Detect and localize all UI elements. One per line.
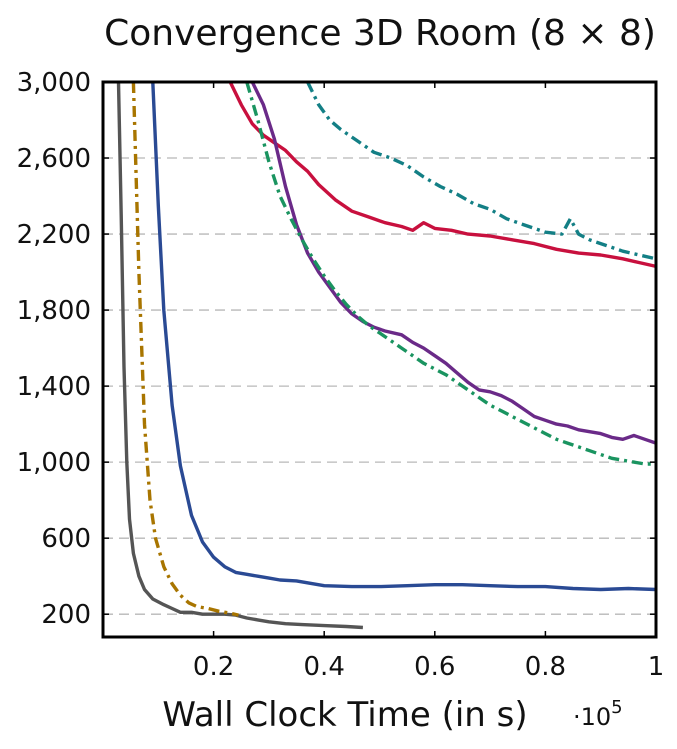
series-line-3 [151, 81, 657, 592]
y-axis: 200 600 1,000 1,400 1,800 2,200 2,600 3,000 [17, 68, 656, 630]
series-line-2 [131, 81, 239, 617]
series-line-6 [245, 81, 656, 466]
x-tick-label: 0.6 [414, 652, 455, 682]
x-axis: 0.2 0.4 0.6 0.8 1 [193, 82, 664, 682]
series-line-7 [306, 81, 657, 261]
x-tick-label: 1 [648, 652, 665, 682]
y-tick-label: 1,800 [17, 296, 91, 326]
y-tick-label: 1,400 [17, 372, 91, 402]
y-tick-label: 3,000 [17, 68, 91, 98]
y-tick-label: 1,000 [17, 448, 91, 478]
series-line-4 [228, 81, 657, 269]
y-tick-label: 2,600 [17, 144, 91, 174]
y-tick-label: 2,200 [17, 220, 91, 250]
plot-frame [101, 80, 658, 639]
x-axis-label: Wall Clock Time (in s) [162, 695, 527, 735]
series-line-5 [250, 81, 657, 445]
grid [103, 157, 656, 615]
x-tick-label: 0.8 [525, 652, 566, 682]
x-axis-scale-base: ·10 [573, 703, 611, 731]
x-tick-label: 0.2 [193, 652, 234, 682]
x-axis-scale: ·105 [573, 697, 623, 731]
y-tick-label: 600 [41, 524, 91, 554]
y-tick-label: 200 [41, 600, 91, 630]
series-line-1 [116, 81, 364, 630]
x-tick-label: 0.4 [304, 652, 345, 682]
chart-title: Convergence 3D Room (8 × 8) [104, 13, 656, 54]
series-group [116, 81, 657, 630]
x-axis-scale-exponent: 5 [611, 697, 622, 718]
